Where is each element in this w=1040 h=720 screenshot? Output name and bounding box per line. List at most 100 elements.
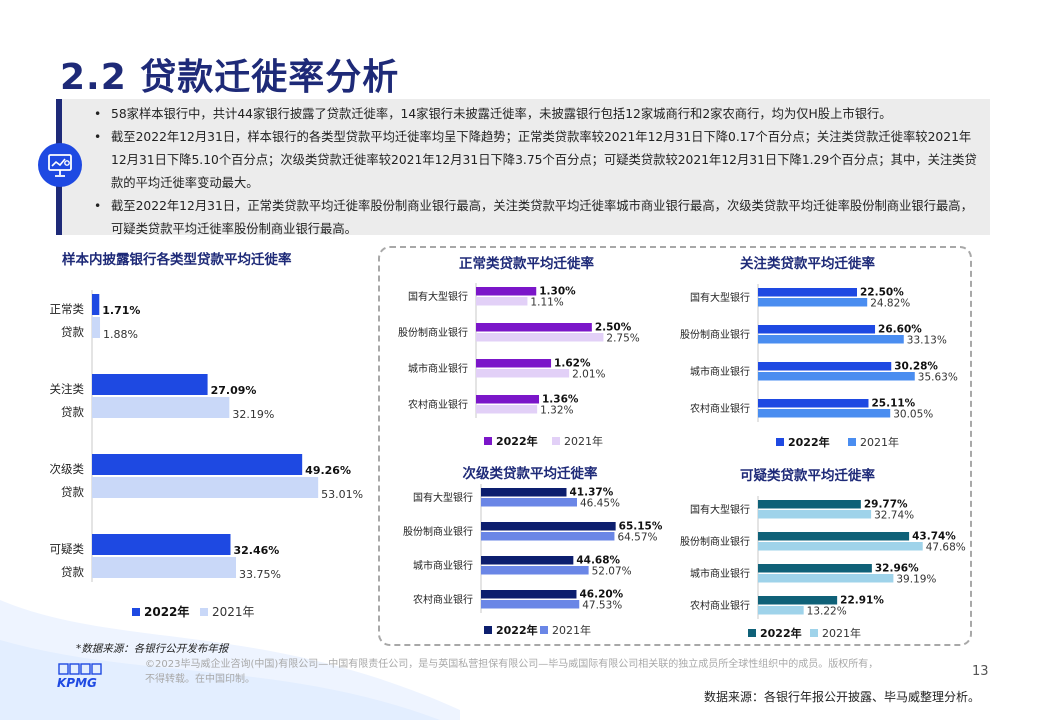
bar-2022 [476, 323, 592, 332]
data-label-2021: 53.01% [321, 488, 363, 501]
bar-2021 [758, 606, 804, 615]
data-label-2022: 49.26% [305, 464, 351, 477]
svg-text:KPMG: KPMG [57, 676, 97, 690]
legend-swatch-2021 [810, 629, 818, 637]
category-label: 国有大型银行 [408, 290, 468, 303]
data-label-2022: 22.91% [840, 595, 884, 607]
page-number: 13 [972, 664, 989, 679]
bar-2022 [481, 488, 567, 497]
legend-label-2022: 2022年 [788, 435, 830, 449]
category-label: 贷款 [61, 405, 84, 419]
category-label: 贷款 [61, 565, 84, 579]
legend-swatch-2021 [200, 608, 208, 616]
legend-label-2021: 2021年 [860, 435, 899, 449]
bar-2021 [758, 574, 894, 583]
data-label-2021: 47.68% [926, 542, 966, 554]
category-label: 股份制商业银行 [680, 535, 750, 548]
category-label: 城市商业银行 [690, 365, 750, 378]
kpmg-logo: KPMG [56, 662, 108, 690]
legend-label-2021: 2021年 [212, 605, 255, 619]
data-label-2022: 30.28% [894, 361, 938, 373]
bar-2021 [758, 335, 904, 344]
legend-swatch-2022 [484, 437, 492, 445]
category-label: 股份制商业银行 [398, 326, 468, 339]
attention-chart-title: 关注类贷款平均迁徙率 [740, 256, 875, 272]
data-label-2022: 46.20% [579, 589, 623, 601]
data-label-2021: 2.75% [606, 333, 639, 345]
data-label-2021: 52.07% [592, 566, 632, 578]
bottom-source: 数据来源：各银行年报公开披露、毕马威整理分析。 [704, 690, 981, 704]
bar-2021 [476, 405, 538, 414]
summary-bullet: 58家样本银行中，共计44家银行披露了贷款迁徙率，14家银行未披露迁徙率，未披露… [90, 103, 985, 126]
data-label-2022: 65.15% [619, 521, 663, 533]
doubtful-loans-chart: 国有大型银行 29.77%32.74% 股份制商业银行 43.74%47.68% 城市商… [680, 496, 966, 640]
category-label: 贷款 [61, 325, 84, 339]
summary-bullet: 截至2022年12月31日，样本银行的各类型贷款平均迁徙率均呈下降趋势；正常类贷… [90, 126, 985, 195]
bar-2022 [92, 374, 208, 395]
copyright-notice: ©2023毕马威企业咨询(中国)有限公司—中国有限责任公司，是与英国私营担保有限… [145, 657, 965, 687]
data-label-2022: 25.11% [871, 398, 915, 410]
category-label: 次级类 [50, 462, 85, 476]
category-label: 城市商业银行 [413, 559, 473, 572]
data-label-2022: 1.71% [102, 304, 140, 317]
data-label-2021: 13.22% [807, 606, 847, 618]
category-label: 城市商业银行 [690, 567, 750, 580]
category-label: 股份制商业银行 [680, 328, 750, 341]
data-label-2022: 43.74% [912, 531, 956, 543]
legend-label-2021: 2021年 [552, 623, 591, 637]
data-label-2021: 2.01% [572, 369, 605, 381]
category-label: 农村商业银行 [690, 402, 750, 415]
bar-2021 [481, 498, 577, 507]
data-label-2022: 27.09% [211, 384, 257, 397]
data-label-2021: 33.13% [907, 335, 947, 347]
normal-chart-title: 正常类贷款平均迁徙率 [459, 256, 594, 272]
data-label-2021: 1.32% [540, 405, 573, 417]
normal-loans-chart: 国有大型银行 1.30%1.11% 股份制商业银行 2.50%2.75% 城市商业银行 1… [398, 283, 640, 448]
legend-label-2022: 2022年 [496, 623, 538, 637]
bar-2022 [481, 590, 577, 599]
bar-2021 [758, 298, 868, 307]
legend-label-2021: 2021年 [822, 626, 861, 640]
legend-label-2022: 2022年 [496, 434, 538, 448]
data-label-2021: 1.11% [530, 297, 563, 309]
bar-2021 [92, 317, 101, 338]
data-label-2022: 1.62% [554, 358, 591, 370]
bar-2022 [476, 359, 552, 368]
doubtful-chart-title: 可疑类贷款平均迁徙率 [740, 468, 875, 484]
data-label-2021: 35.63% [918, 372, 958, 384]
bar-2021 [92, 397, 230, 418]
data-label-2021: 30.05% [893, 409, 933, 421]
bar-2022 [758, 399, 869, 408]
data-label-2022: 32.46% [233, 544, 279, 557]
substandard-loans-chart: 国有大型银行 41.37%46.45% 股份制商业银行 65.15%64.57% 城市商… [403, 484, 663, 637]
bar-2022 [758, 564, 872, 573]
substandard-chart-title: 次级类贷款平均迁徙率 [462, 466, 598, 482]
summary-bullets: 58家样本银行中，共计44家银行披露了贷款迁徙率，14家银行未披露迁徙率，未披露… [90, 103, 985, 241]
category-label: 国有大型银行 [690, 503, 750, 516]
bar-2021 [481, 532, 615, 541]
bar-2022 [758, 596, 838, 605]
bar-2022 [481, 556, 574, 565]
legend-swatch-2021 [848, 438, 856, 446]
legend-label-2022: 2022年 [144, 604, 189, 619]
data-label-2021: 46.45% [580, 498, 620, 510]
bar-2022 [758, 532, 910, 541]
data-label-2022: 1.36% [542, 394, 579, 406]
category-label: 城市商业银行 [408, 362, 468, 375]
bar-2022 [476, 395, 540, 404]
data-label-2021: 47.53% [582, 600, 622, 612]
data-label-2021: 1.88% [103, 328, 138, 341]
legend-swatch-2021 [540, 626, 548, 634]
bar-2022 [481, 522, 616, 531]
data-label-2021: 64.57% [617, 532, 657, 544]
bar-2021 [92, 477, 319, 498]
category-label: 股份制商业银行 [403, 525, 473, 538]
data-label-2021: 33.75% [239, 568, 281, 581]
data-label-2021: 39.19% [896, 574, 936, 586]
legend-swatch-2022 [748, 629, 756, 637]
bar-2021 [758, 542, 923, 551]
category-label: 贷款 [61, 485, 84, 499]
category-label: 国有大型银行 [413, 491, 473, 504]
legend-label-2022: 2022年 [760, 626, 802, 640]
bar-2022 [758, 362, 892, 371]
